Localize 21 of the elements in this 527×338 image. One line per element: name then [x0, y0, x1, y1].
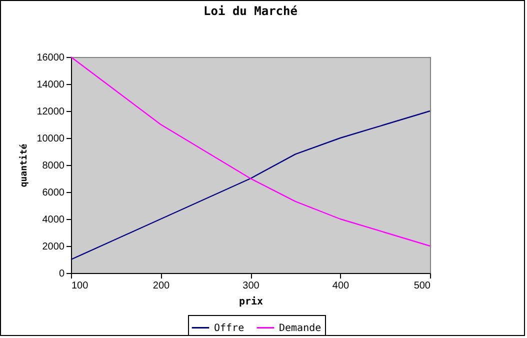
x-tick-label: 500	[414, 280, 431, 292]
y-tick-label: 4000	[42, 214, 65, 226]
x-axis-title: prix	[238, 296, 264, 308]
x-tick-label: 200	[152, 280, 170, 292]
y-tick-label: 10000	[36, 134, 65, 144]
y-axis-title: quantité	[18, 143, 30, 188]
line-series	[70, 56, 431, 247]
y-tick-label: 12000	[36, 106, 65, 118]
y-tick-label: 16000	[36, 52, 65, 64]
line-series	[70, 110, 431, 260]
legend-label: Offre	[214, 322, 244, 334]
x-tick-label: 300	[242, 280, 260, 292]
x-tick-label: 400	[332, 280, 350, 292]
y-tick-label: 2000	[42, 242, 65, 252]
legend-label: Demande	[279, 322, 322, 334]
chart-title: Loi du Marché	[204, 4, 298, 18]
y-tick-label: 6000	[42, 188, 65, 198]
y-tick-label: 14000	[36, 80, 65, 90]
x-tick-label: 100	[72, 280, 89, 292]
y-tick-label: 0	[58, 268, 65, 280]
y-tick-label: 8000	[42, 160, 65, 172]
